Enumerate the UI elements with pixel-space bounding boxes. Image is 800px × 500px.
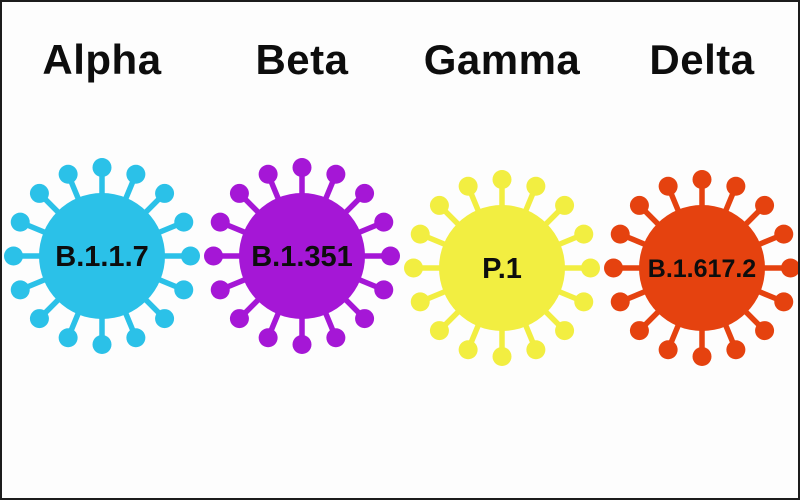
variant-column-gamma: Gamma P.1 xyxy=(402,2,602,498)
virus-icon-gamma: P.1 xyxy=(404,170,600,367)
virus-icon-alpha: B.1.1.7 xyxy=(4,158,200,355)
variant-column-beta: Beta B.1.351 xyxy=(202,2,402,498)
virus-label-beta: B.1.351 xyxy=(251,241,353,273)
virus-label-alpha: B.1.1.7 xyxy=(55,241,149,273)
virus-label-gamma: P.1 xyxy=(482,253,522,285)
variant-title-delta: Delta xyxy=(649,36,755,83)
variant-column-delta: Delta B.1.617.2 xyxy=(602,2,798,498)
variant-title-beta: Beta xyxy=(255,36,349,83)
variant-title-gamma: Gamma xyxy=(423,36,581,83)
variant-title-alpha: Alpha xyxy=(42,36,162,83)
variant-column-alpha: Alpha B.1.1.7 xyxy=(2,2,202,498)
virus-icon-delta: B.1.617.2 xyxy=(604,170,798,367)
virus-icon-beta: B.1.351 xyxy=(204,158,400,355)
virus-label-delta: B.1.617.2 xyxy=(648,255,756,283)
